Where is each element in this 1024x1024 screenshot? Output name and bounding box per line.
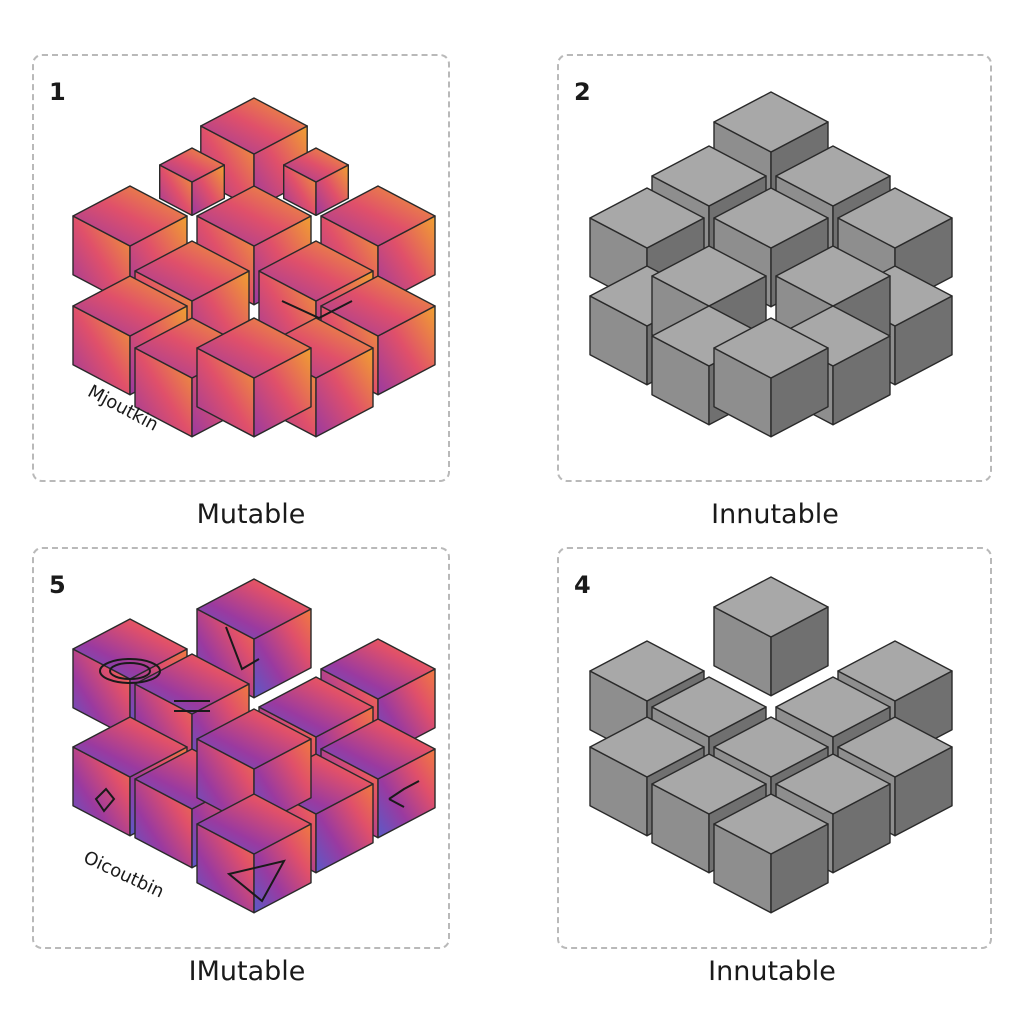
cube-stack-illustration — [72, 578, 436, 914]
cube-glyph — [226, 859, 286, 903]
cube-stack-illustration — [589, 576, 953, 914]
cube-face — [196, 185, 312, 247]
cube-face — [837, 640, 953, 702]
panel-mutable-5: 5 Oicoutbin — [32, 547, 450, 949]
cube-face — [713, 716, 829, 778]
panel-mutable-1: 1 Mjoutkin — [32, 54, 450, 482]
cube-glyph — [94, 787, 116, 813]
cube-face — [713, 576, 829, 638]
cube-face — [775, 145, 891, 207]
panel-number: 2 — [574, 78, 591, 106]
cube-face — [320, 185, 436, 247]
cube-face — [713, 91, 829, 153]
panel-immutable-4: 4 — [557, 547, 992, 949]
cube-face — [196, 708, 312, 770]
cube-face — [258, 240, 374, 302]
cube-glyph — [174, 700, 210, 712]
cube-face — [837, 716, 953, 778]
panel-number: 5 — [49, 571, 66, 599]
cube-glyph — [225, 626, 260, 671]
cube-face — [775, 676, 891, 738]
cube-glyph — [388, 780, 420, 808]
panel-number: 4 — [574, 571, 591, 599]
cube-face — [72, 716, 188, 778]
cube-face — [589, 640, 705, 702]
cube-face — [651, 753, 767, 815]
cube-face — [651, 145, 767, 207]
cube-face — [713, 187, 829, 249]
caption-mutable: Mutable — [196, 499, 306, 530]
cube-face — [320, 638, 436, 700]
cube-face — [713, 793, 829, 855]
cube-face — [158, 147, 226, 183]
cube-stack-illustration — [589, 91, 953, 438]
cube-face — [589, 187, 705, 249]
cube-face — [651, 676, 767, 738]
caption-imutable: IMutable — [188, 956, 306, 987]
cube-face — [837, 187, 953, 249]
cube-face — [72, 185, 188, 247]
cube-glyph — [281, 300, 353, 320]
cube-face — [196, 578, 312, 640]
cube-face — [282, 147, 349, 183]
cube-face — [196, 317, 312, 379]
panel-immutable-2: 2 — [557, 54, 992, 482]
cube-glyph — [109, 662, 151, 680]
cube-face — [134, 653, 250, 715]
cube-face — [713, 317, 829, 379]
cube-glyph — [99, 658, 161, 684]
cube-face — [258, 676, 374, 738]
cube-face — [589, 716, 705, 778]
cube-stack-illustration — [72, 97, 436, 438]
cube-face — [320, 275, 436, 337]
cube-face — [200, 97, 308, 155]
caption-innutable: Innutable — [711, 499, 839, 530]
cube-face — [320, 718, 436, 780]
panel-number: 1 — [49, 78, 66, 106]
cube-face — [775, 753, 891, 815]
cube-face — [196, 793, 312, 855]
cube-face — [134, 240, 250, 302]
cube-face — [72, 275, 188, 337]
caption-innutable: Innutable — [708, 956, 836, 987]
